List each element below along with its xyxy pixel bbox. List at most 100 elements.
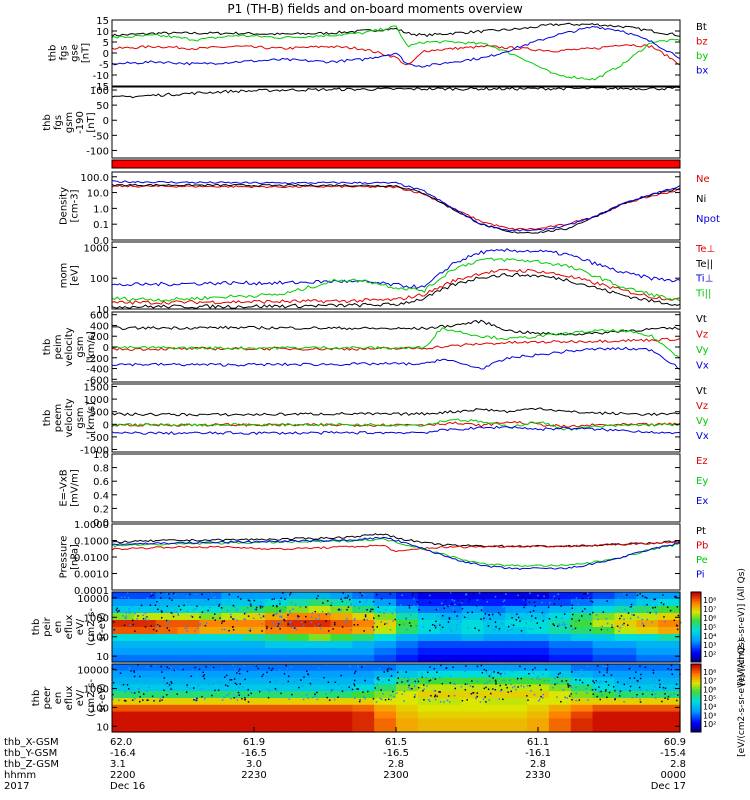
noise-dot xyxy=(300,679,302,681)
noise-dot xyxy=(282,592,284,594)
noise-dot xyxy=(317,595,319,597)
noise-dot xyxy=(662,686,665,689)
noise-dot xyxy=(298,615,300,618)
spectrogram-cell xyxy=(330,648,353,656)
spectrogram-cell xyxy=(352,648,375,656)
noise-dot xyxy=(450,674,452,677)
noise-dot xyxy=(506,686,508,689)
noise-dot xyxy=(417,680,420,683)
y-tick-label: 10 xyxy=(96,305,109,316)
spectrogram-cell xyxy=(396,599,419,607)
series-line-blue xyxy=(112,180,680,232)
spectrogram-cell xyxy=(570,641,594,649)
y-axis-label: thb xyxy=(31,690,42,707)
spectrogram-cell xyxy=(461,677,484,685)
noise-dot xyxy=(232,629,235,631)
y-axis-label: peim xyxy=(53,334,64,359)
spectrogram-cell xyxy=(417,592,441,600)
noise-dot xyxy=(322,602,324,604)
spectrogram-cell xyxy=(548,664,572,672)
noise-dot xyxy=(456,615,458,617)
noise-dot xyxy=(434,695,436,698)
noise-dot xyxy=(353,619,356,621)
spectrogram-cell xyxy=(483,704,506,713)
colorbar-step xyxy=(691,677,701,681)
spectrogram-cell xyxy=(243,592,266,600)
y-tick-label: 100 xyxy=(90,274,109,285)
y-tick-label: 0 xyxy=(103,49,109,60)
noise-dot xyxy=(146,690,148,692)
spectrogram-cell xyxy=(374,677,397,685)
spectrogram-cell xyxy=(417,620,441,628)
spectrogram-cell xyxy=(592,711,616,719)
y-tick-label: -600 xyxy=(86,375,109,386)
noise-dot xyxy=(589,623,592,625)
noise-dot xyxy=(523,599,525,601)
noise-dot xyxy=(654,693,657,695)
spectrogram-cell xyxy=(614,592,637,600)
noise-dot xyxy=(641,595,644,597)
noise-dot xyxy=(346,618,348,620)
noise-dot xyxy=(623,622,625,625)
spectrogram-cell xyxy=(221,641,244,649)
noise-dot xyxy=(175,611,178,613)
noise-dot xyxy=(307,697,309,699)
noise-dot xyxy=(640,670,642,672)
series-line-black xyxy=(112,87,680,99)
colorbar-step xyxy=(691,655,701,658)
noise-dot xyxy=(445,600,447,602)
noise-dot xyxy=(283,618,285,621)
noise-dot xyxy=(192,687,195,689)
noise-dot xyxy=(146,699,148,701)
noise-dot xyxy=(575,699,578,702)
noise-dot xyxy=(646,597,648,599)
spectrogram-cell xyxy=(417,606,441,614)
noise-dot xyxy=(340,609,343,611)
noise-dot xyxy=(669,609,672,612)
noise-dot xyxy=(491,671,493,673)
spectrogram-cell xyxy=(570,634,594,642)
noise-dot xyxy=(574,627,577,630)
spectrogram-cell xyxy=(527,691,550,699)
noise-dot xyxy=(259,607,262,609)
noise-dot xyxy=(170,687,172,689)
noise-dot xyxy=(247,689,249,691)
noise-dot xyxy=(249,627,252,630)
spectrogram-cell xyxy=(374,698,397,706)
noise-dot xyxy=(434,678,437,680)
spectrogram-cell xyxy=(439,684,463,692)
noise-dot xyxy=(427,681,430,683)
noise-dot xyxy=(502,606,504,608)
spectrogram-cell xyxy=(548,606,572,614)
y-tick-label: 100 xyxy=(90,86,109,97)
noise-dot xyxy=(491,613,494,616)
noise-dot xyxy=(600,690,602,693)
noise-dot xyxy=(225,674,228,677)
spectrogram-cell xyxy=(177,613,200,621)
noise-dot xyxy=(471,680,473,682)
noise-dot xyxy=(453,682,455,685)
spectrogram-cell xyxy=(133,648,157,656)
noise-dot xyxy=(201,695,203,698)
spectrogram-cell xyxy=(396,655,419,663)
legend-entry: Bt xyxy=(696,22,707,33)
noise-dot xyxy=(208,683,210,686)
spectrogram-cell xyxy=(461,698,484,706)
spectrogram-cell xyxy=(177,664,200,672)
noise-dot xyxy=(316,691,318,694)
noise-dot xyxy=(654,606,657,609)
y-tick-label: 1000 xyxy=(84,243,109,254)
noise-dot xyxy=(594,688,597,691)
spectrogram-cell xyxy=(483,718,506,726)
y-tick-label: 0.0001 xyxy=(74,586,109,597)
spectrogram-cell xyxy=(396,641,419,649)
noise-dot xyxy=(227,693,230,695)
noise-dot xyxy=(498,627,501,630)
noise-dot xyxy=(122,683,125,686)
spectrogram-cell xyxy=(330,691,353,699)
noise-dot xyxy=(636,679,639,682)
spectrogram-cell xyxy=(439,704,463,713)
y-tick-label: 0.0 xyxy=(93,518,109,529)
spectrogram-cell xyxy=(614,677,637,685)
